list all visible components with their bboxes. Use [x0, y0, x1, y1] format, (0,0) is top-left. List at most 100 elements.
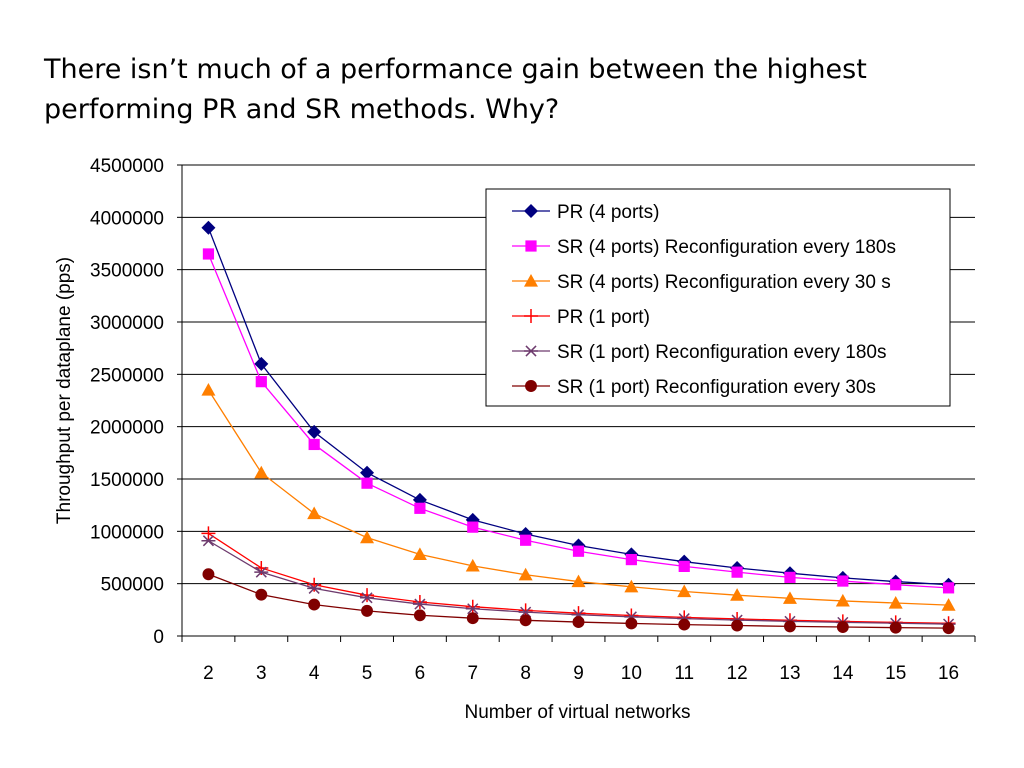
data-point-square	[837, 575, 849, 587]
data-point-square	[255, 376, 267, 388]
data-point-triangle	[624, 579, 639, 593]
series-sr-4-ports-reconfiguration-every-180s	[202, 248, 955, 594]
x-tick-label: 10	[621, 663, 642, 684]
data-point-triangle	[730, 588, 745, 601]
data-point-triangle	[941, 598, 956, 611]
x-tick-label: 5	[362, 663, 373, 684]
data-point-asterisk	[412, 598, 427, 610]
x-tick-label: 9	[573, 663, 584, 684]
data-point-square	[784, 571, 796, 583]
data-point-circle	[466, 612, 479, 625]
data-point-circle	[519, 614, 532, 627]
data-point-circle	[572, 616, 585, 629]
data-point-asterisk	[254, 566, 269, 578]
legend-marker-square	[525, 240, 537, 252]
legend: PR (4 ports) SR (4 ports) Reconfiguration…	[485, 188, 951, 407]
legend-label: SR (1 port) Reconfiguration every 30s	[557, 377, 876, 398]
data-point-square	[572, 545, 585, 557]
legend-marker-triangle	[524, 274, 538, 287]
data-point-circle	[731, 619, 744, 632]
series-line	[207, 389, 949, 606]
data-point-square	[890, 579, 902, 591]
data-point-square	[202, 248, 215, 260]
y-tick-label: 3000000	[90, 313, 164, 334]
data-point-triangle	[360, 530, 375, 544]
slide-title: There isn’t much of a performance gain b…	[44, 54, 867, 125]
data-point-asterisk	[307, 582, 322, 594]
data-point-square	[942, 582, 955, 594]
x-tick-label: 2	[203, 663, 214, 684]
data-point-square	[467, 521, 479, 533]
legend-label: SR (4 ports) Reconfiguration every 180s	[557, 237, 896, 258]
data-point-asterisk	[201, 535, 216, 547]
data-point-diamond	[360, 465, 375, 480]
data-point-circle	[784, 620, 796, 633]
data-point-square	[308, 438, 320, 451]
data-point-square	[731, 566, 743, 578]
data-point-circle	[625, 617, 638, 630]
data-point-circle	[678, 618, 691, 631]
data-point-plus	[412, 594, 427, 609]
data-point-triangle	[412, 547, 427, 560]
data-point-plus	[465, 599, 480, 614]
y-tick-label: 0	[153, 627, 164, 648]
data-point-triangle	[254, 465, 269, 479]
x-tick-label: 11	[674, 663, 694, 684]
data-point-circle	[255, 588, 268, 601]
legend-marker-asterisk	[524, 345, 538, 357]
y-tick-label: 500000	[101, 575, 164, 596]
data-point-square	[678, 560, 690, 572]
data-point-circle	[889, 621, 902, 634]
x-tick-label: 14	[832, 663, 854, 684]
x-tick-label: 16	[938, 663, 959, 684]
legend-label: SR (4 ports) Reconfiguration every 30 s	[557, 272, 891, 293]
y-tick-label: 3500000	[90, 261, 164, 282]
data-point-plus	[201, 526, 216, 541]
data-point-circle	[308, 598, 321, 611]
data-point-triangle	[518, 567, 533, 581]
x-tick-label: 4	[309, 663, 320, 684]
legend-label: PR (1 port)	[557, 307, 650, 328]
data-point-plus	[360, 588, 375, 603]
data-point-diamond	[201, 220, 216, 235]
data-point-circle	[361, 604, 373, 617]
legend-marker-diamond	[524, 204, 538, 218]
legend-marker-circle	[525, 380, 537, 392]
data-point-triangle	[782, 591, 797, 604]
series-sr-4-ports-reconfiguration-every-30-s	[201, 383, 956, 611]
x-tick-label: 15	[885, 663, 906, 684]
data-point-triangle	[677, 584, 692, 598]
legend-box	[485, 188, 951, 407]
data-point-triangle	[888, 596, 903, 609]
data-point-triangle	[201, 383, 216, 396]
data-point-triangle	[835, 593, 850, 607]
y-tick-label: 1500000	[90, 470, 164, 491]
data-point-circle	[942, 622, 955, 635]
x-tick-label: 13	[779, 663, 800, 684]
data-point-circle	[836, 621, 849, 633]
y-tick-label: 4500000	[90, 156, 164, 177]
data-point-triangle	[465, 558, 480, 572]
y-axis-title: Throughput per dataplane (pps)	[54, 257, 75, 524]
legend-label: PR (4 ports)	[557, 202, 659, 223]
x-tick-label: 12	[727, 663, 748, 684]
data-point-triangle	[571, 574, 586, 588]
y-tick-label: 4000000	[90, 208, 164, 229]
data-point-diamond	[254, 356, 269, 371]
x-tick-label: 8	[520, 663, 531, 684]
legend-label: SR (1 port) Reconfiguration every 180s	[557, 342, 887, 363]
series-sr-1-port-reconfiguration-every-30s	[202, 568, 955, 635]
data-point-circle	[202, 568, 215, 581]
data-point-triangle	[307, 506, 322, 520]
data-point-asterisk	[465, 603, 480, 615]
x-axis-title: Number of virtual networks	[465, 702, 691, 723]
data-point-asterisk	[360, 592, 375, 604]
data-point-square	[414, 502, 426, 514]
y-tick-label: 2500000	[90, 365, 164, 386]
data-point-circle	[413, 609, 426, 622]
y-tick-label: 1000000	[90, 522, 164, 543]
data-point-square	[625, 553, 637, 566]
legend-marker-plus	[524, 309, 538, 323]
data-point-square	[520, 534, 532, 546]
